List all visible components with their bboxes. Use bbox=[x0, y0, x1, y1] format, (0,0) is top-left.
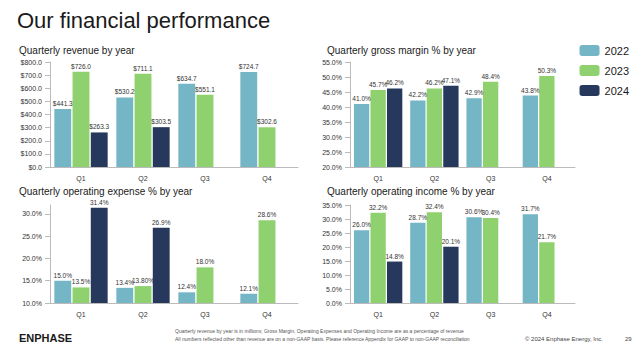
svg-text:30.0%: 30.0% bbox=[22, 210, 42, 217]
svg-text:21.7%: 21.7% bbox=[538, 233, 557, 240]
svg-text:$551.1: $551.1 bbox=[195, 86, 215, 93]
svg-text:Quarterly operating income % b: Quarterly operating income % by year bbox=[327, 186, 496, 197]
svg-text:26.0%: 26.0% bbox=[352, 221, 371, 228]
svg-text:42.9%: 42.9% bbox=[465, 89, 484, 96]
svg-text:13.5%: 13.5% bbox=[72, 278, 91, 285]
svg-text:$400.0: $400.0 bbox=[21, 111, 43, 118]
svg-text:10.0%: 10.0% bbox=[22, 300, 42, 307]
svg-text:Q1: Q1 bbox=[76, 311, 85, 319]
svg-text:$724.7: $724.7 bbox=[239, 63, 259, 70]
svg-text:40.0%: 40.0% bbox=[322, 104, 342, 111]
svg-text:Quarterly revenue by year: Quarterly revenue by year bbox=[19, 45, 135, 56]
svg-text:Q2: Q2 bbox=[430, 311, 439, 319]
svg-text:Q2: Q2 bbox=[138, 175, 147, 183]
svg-text:$302.6: $302.6 bbox=[257, 118, 277, 125]
svg-text:$634.7: $634.7 bbox=[177, 75, 197, 82]
svg-text:45.0%: 45.0% bbox=[322, 89, 342, 96]
svg-text:Q3: Q3 bbox=[486, 175, 495, 183]
svg-text:Q3: Q3 bbox=[200, 175, 209, 183]
svg-text:0.0%: 0.0% bbox=[326, 300, 342, 307]
svg-text:15.0%: 15.0% bbox=[322, 258, 342, 265]
svg-text:25.0%: 25.0% bbox=[322, 149, 342, 156]
svg-text:2023: 2023 bbox=[605, 65, 629, 77]
svg-text:35.0%: 35.0% bbox=[322, 202, 342, 209]
svg-text:Quarterly operating expense %: Quarterly operating expense % by year bbox=[19, 186, 193, 197]
svg-text:47.1%: 47.1% bbox=[442, 77, 461, 84]
svg-text:Q3: Q3 bbox=[200, 311, 209, 319]
svg-text:$0.0: $0.0 bbox=[28, 164, 42, 171]
svg-text:55.0%: 55.0% bbox=[322, 59, 342, 66]
svg-text:Q2: Q2 bbox=[430, 175, 439, 183]
svg-text:26.9%: 26.9% bbox=[152, 219, 171, 226]
svg-text:13.80%: 13.80% bbox=[132, 277, 154, 284]
svg-text:$711.1: $711.1 bbox=[133, 65, 153, 72]
svg-text:12.1%: 12.1% bbox=[240, 285, 259, 292]
svg-text:Q4: Q4 bbox=[262, 311, 271, 319]
svg-text:Q4: Q4 bbox=[542, 175, 551, 183]
svg-text:ENPHASE: ENPHASE bbox=[19, 332, 72, 344]
svg-text:$263.3: $263.3 bbox=[89, 123, 109, 130]
svg-text:Quarterly gross margin % by ye: Quarterly gross margin % by year bbox=[327, 45, 477, 56]
svg-text:$441.3: $441.3 bbox=[53, 100, 73, 107]
svg-text:30.6%: 30.6% bbox=[464, 208, 484, 216]
svg-text:5.0%: 5.0% bbox=[326, 286, 342, 293]
svg-text:Q1: Q1 bbox=[373, 175, 382, 183]
svg-text:30.0%: 30.0% bbox=[322, 216, 342, 223]
svg-text:$700.0: $700.0 bbox=[21, 72, 43, 79]
svg-text:10.0%: 10.0% bbox=[322, 272, 342, 279]
svg-text:25.0%: 25.0% bbox=[22, 233, 42, 240]
svg-text:$300.0: $300.0 bbox=[21, 124, 43, 131]
svg-text:$100.0: $100.0 bbox=[21, 150, 43, 157]
svg-text:32.4%: 32.4% bbox=[425, 203, 444, 210]
svg-text:42.2%: 42.2% bbox=[409, 91, 428, 98]
svg-text:28.7%: 28.7% bbox=[409, 214, 428, 221]
svg-text:45.7%: 45.7% bbox=[368, 80, 388, 88]
svg-text:$530.2: $530.2 bbox=[115, 88, 135, 95]
svg-text:13.4%: 13.4% bbox=[115, 278, 134, 286]
svg-text:29: 29 bbox=[625, 336, 632, 342]
svg-text:Q2: Q2 bbox=[138, 311, 147, 319]
svg-text:All numbers reflected other th: All numbers reflected other than revenue… bbox=[175, 336, 470, 342]
svg-text:20.1%: 20.1% bbox=[442, 238, 461, 245]
svg-text:15.0%: 15.0% bbox=[54, 272, 73, 279]
svg-text:48.4%: 48.4% bbox=[481, 73, 500, 80]
svg-text:30.4%: 30.4% bbox=[481, 209, 500, 216]
svg-text:31.7%: 31.7% bbox=[521, 205, 540, 212]
svg-text:Q3: Q3 bbox=[486, 311, 495, 319]
svg-text:© 2024 Enphase Energy, Inc.: © 2024 Enphase Energy, Inc. bbox=[525, 336, 603, 342]
svg-text:Q1: Q1 bbox=[373, 311, 382, 319]
svg-text:46.2%: 46.2% bbox=[425, 79, 444, 87]
svg-text:2022: 2022 bbox=[605, 45, 629, 57]
svg-text:30.0%: 30.0% bbox=[322, 134, 342, 141]
svg-text:Q4: Q4 bbox=[262, 175, 271, 183]
svg-text:46.2%: 46.2% bbox=[385, 79, 404, 86]
svg-text:20.0%: 20.0% bbox=[322, 244, 342, 251]
svg-text:$600.0: $600.0 bbox=[21, 85, 43, 92]
svg-text:Our financial performance: Our financial performance bbox=[17, 8, 270, 33]
svg-text:$200.0: $200.0 bbox=[21, 137, 43, 144]
svg-text:50.3%: 50.3% bbox=[538, 67, 557, 74]
svg-text:2024: 2024 bbox=[605, 85, 629, 97]
svg-text:18.0%: 18.0% bbox=[196, 258, 215, 265]
svg-text:20.0%: 20.0% bbox=[22, 255, 42, 262]
svg-text:25.0%: 25.0% bbox=[322, 230, 342, 237]
svg-text:Q4: Q4 bbox=[542, 311, 551, 319]
svg-text:28.6%: 28.6% bbox=[258, 211, 277, 218]
svg-text:Q1: Q1 bbox=[76, 175, 85, 183]
svg-text:32.2%: 32.2% bbox=[369, 204, 388, 211]
svg-text:31.4%: 31.4% bbox=[90, 199, 109, 206]
svg-text:50.0%: 50.0% bbox=[322, 74, 342, 81]
svg-text:$726.0: $726.0 bbox=[71, 63, 91, 70]
svg-text:$303.5: $303.5 bbox=[151, 118, 171, 125]
svg-text:35.0%: 35.0% bbox=[322, 119, 342, 126]
svg-text:$500.0: $500.0 bbox=[21, 98, 43, 105]
svg-text:$800.0: $800.0 bbox=[21, 59, 43, 66]
svg-text:Quarterly revenue by year is i: Quarterly revenue by year is in millions… bbox=[175, 328, 464, 334]
svg-text:41.0%: 41.0% bbox=[352, 95, 371, 102]
svg-text:15.0%: 15.0% bbox=[22, 277, 42, 284]
svg-text:20.0%: 20.0% bbox=[322, 164, 342, 171]
svg-text:12.4%: 12.4% bbox=[178, 283, 197, 290]
svg-text:43.8%: 43.8% bbox=[521, 87, 540, 94]
svg-text:14.8%: 14.8% bbox=[385, 253, 404, 260]
